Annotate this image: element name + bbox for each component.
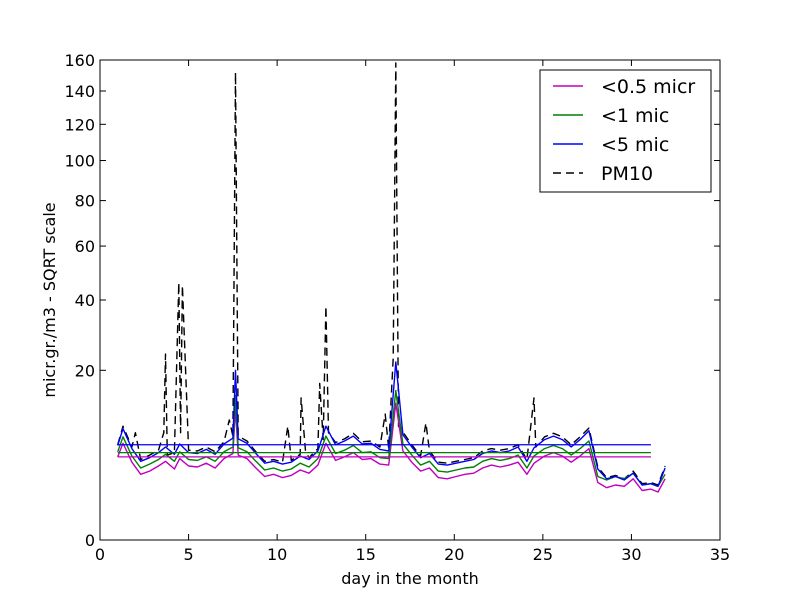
legend-box — [539, 69, 712, 193]
x-tick-label: 10 — [267, 545, 287, 564]
series-line-2 — [117, 361, 666, 487]
y-axis: 0 20 40 60 80 100 120 140 160 — [64, 51, 720, 550]
x-tick-label: 5 — [183, 545, 193, 564]
series-layer — [117, 62, 666, 493]
y-tick-label: 80 — [75, 192, 95, 211]
x-tick-label: 30 — [621, 545, 641, 564]
y-tick-label: 100 — [64, 152, 95, 171]
x-tick-label: 25 — [533, 545, 553, 564]
y-tick-label: 140 — [64, 82, 95, 101]
x-axis: 0 5 10 15 20 25 30 35 — [95, 60, 730, 564]
y-tick-label: 40 — [75, 291, 95, 310]
x-axis-label: day in the month — [341, 569, 478, 588]
series-line-0 — [117, 402, 666, 493]
y-tick-label: 0 — [85, 531, 95, 550]
legend: <0.5 micr <1 mic <5 mic PM10 — [539, 69, 712, 193]
legend-label: <5 mic — [601, 134, 669, 156]
y-tick-label: 20 — [75, 361, 95, 380]
y-tick-label: 160 — [64, 51, 95, 70]
y-tick-label: 60 — [75, 237, 95, 256]
legend-label: <1 mic — [601, 105, 669, 127]
series-line-1 — [117, 389, 666, 487]
legend-label: PM10 — [601, 163, 653, 185]
series-line-3 — [117, 62, 666, 486]
x-tick-label: 35 — [710, 545, 730, 564]
x-tick-label: 20 — [444, 545, 464, 564]
x-tick-label: 0 — [95, 545, 105, 564]
y-axis-label: micr.gr./m3 - SQRT scale — [40, 202, 59, 397]
y-tick-label: 120 — [64, 115, 95, 134]
legend-label: <0.5 micr — [601, 76, 695, 98]
x-tick-label: 15 — [356, 545, 376, 564]
